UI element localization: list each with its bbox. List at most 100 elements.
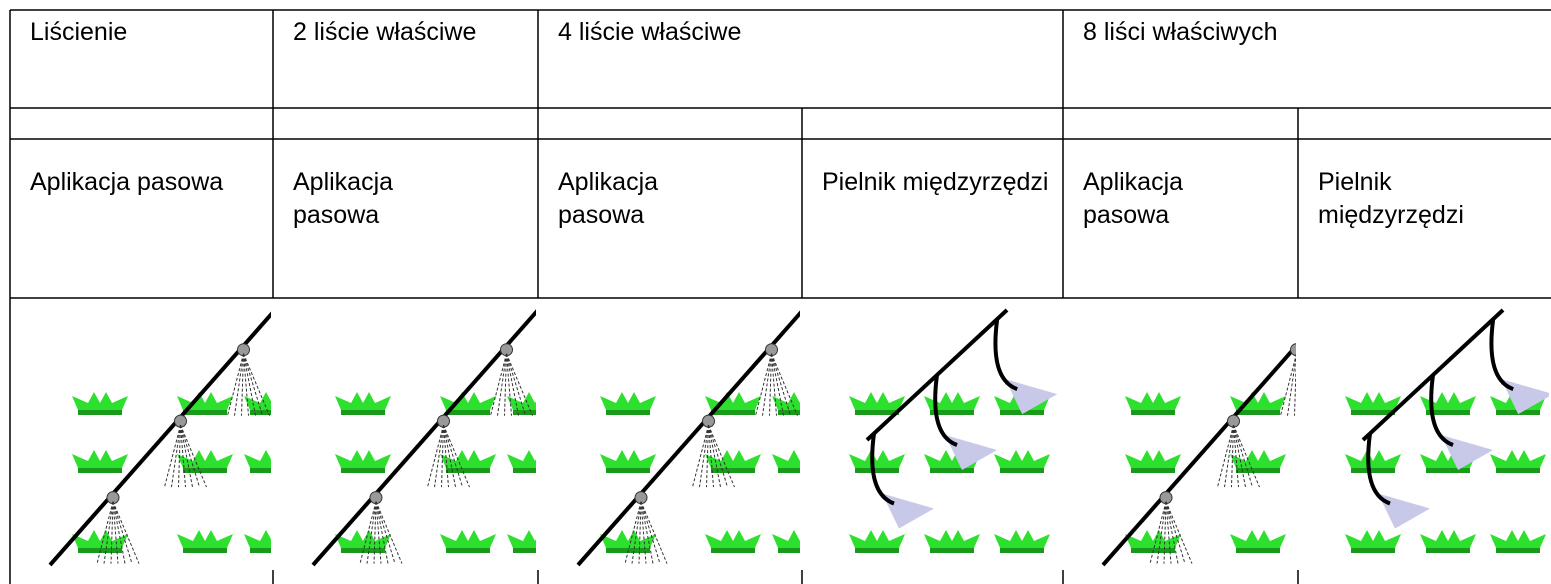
spray: [1224, 425, 1234, 488]
plant: [507, 450, 536, 468]
spray: [180, 424, 207, 488]
plant-base: [1236, 468, 1280, 473]
plant-base: [250, 468, 271, 473]
illustration: [1345, 308, 1549, 553]
plant-base: [1000, 548, 1044, 553]
spray: [1165, 501, 1186, 564]
spray: [771, 353, 798, 416]
plant: [1230, 530, 1286, 548]
plant: [1420, 392, 1476, 410]
plant: [1490, 530, 1546, 548]
plant-base: [778, 468, 800, 473]
plant-base: [513, 410, 536, 415]
spray: [769, 353, 772, 416]
spray: [624, 501, 642, 564]
plant: [1345, 530, 1401, 548]
plant-base: [1426, 410, 1470, 415]
spray: [1163, 501, 1167, 564]
spray: [427, 424, 444, 488]
spray: [96, 501, 114, 564]
spray: [112, 501, 133, 564]
plant: [507, 392, 536, 410]
plant-base: [78, 468, 122, 473]
spray: [112, 501, 140, 564]
illustration: [576, 310, 800, 567]
spray: [112, 501, 119, 564]
tine: [993, 318, 1019, 391]
illustration: [849, 308, 1058, 553]
plant: [924, 530, 980, 548]
plant: [994, 450, 1050, 468]
spray: [234, 353, 244, 416]
spray: [103, 501, 114, 564]
plant-base: [250, 548, 271, 553]
spray: [755, 353, 772, 416]
illustration: [48, 311, 271, 567]
method-cell: Aplikacja pasowa: [293, 168, 394, 229]
blade: [1005, 379, 1058, 415]
plant-base: [1351, 548, 1395, 553]
plant-base: [1351, 468, 1395, 473]
spray: [708, 424, 735, 488]
plant: [1490, 450, 1546, 468]
spray: [243, 353, 249, 416]
spray: [638, 501, 642, 564]
plant-base: [183, 548, 227, 553]
spray: [359, 501, 377, 564]
plant: [440, 450, 496, 468]
plant-base: [778, 548, 800, 553]
plant-base: [446, 468, 490, 473]
spray: [640, 501, 647, 564]
plant-base: [606, 410, 650, 415]
plant: [335, 392, 391, 410]
plant: [244, 450, 271, 468]
plant-base: [1426, 468, 1470, 473]
plant-base: [1000, 468, 1044, 473]
spray: [640, 501, 654, 564]
method-cell: Aplikacja pasowa: [1083, 168, 1184, 229]
plant: [1297, 450, 1353, 468]
tine: [1429, 374, 1454, 447]
plant: [1125, 392, 1181, 410]
spray: [1165, 501, 1179, 564]
spray: [1231, 425, 1234, 488]
blade: [882, 493, 934, 529]
plant-base: [930, 410, 974, 415]
plant: [440, 530, 496, 548]
spray: [1294, 353, 1296, 416]
spray: [443, 425, 449, 488]
plant: [994, 530, 1050, 548]
plant: [705, 450, 761, 468]
spray: [506, 353, 519, 416]
plant: [772, 450, 800, 468]
plant: [772, 392, 800, 410]
plant: [849, 450, 905, 468]
tine: [870, 433, 895, 506]
spray: [699, 425, 709, 488]
plant-base: [1303, 548, 1347, 553]
boom: [48, 311, 271, 567]
spray: [243, 353, 263, 416]
tine: [1366, 433, 1391, 506]
plant: [244, 392, 271, 410]
spray: [1233, 425, 1246, 488]
plant-base: [78, 410, 122, 415]
spray: [178, 425, 181, 488]
spray: [1287, 353, 1296, 416]
spray: [497, 353, 507, 416]
spray: [180, 424, 200, 488]
spray: [708, 425, 721, 488]
plant-base: [1131, 468, 1175, 473]
plant-base: [778, 410, 800, 415]
spray: [692, 424, 709, 488]
blade: [1441, 435, 1493, 470]
spray: [180, 425, 193, 488]
plant: [244, 530, 271, 548]
plant-base: [855, 468, 899, 473]
plant-base: [930, 548, 974, 553]
plant-base: [606, 468, 650, 473]
plant: [849, 392, 905, 410]
spray: [180, 425, 186, 488]
